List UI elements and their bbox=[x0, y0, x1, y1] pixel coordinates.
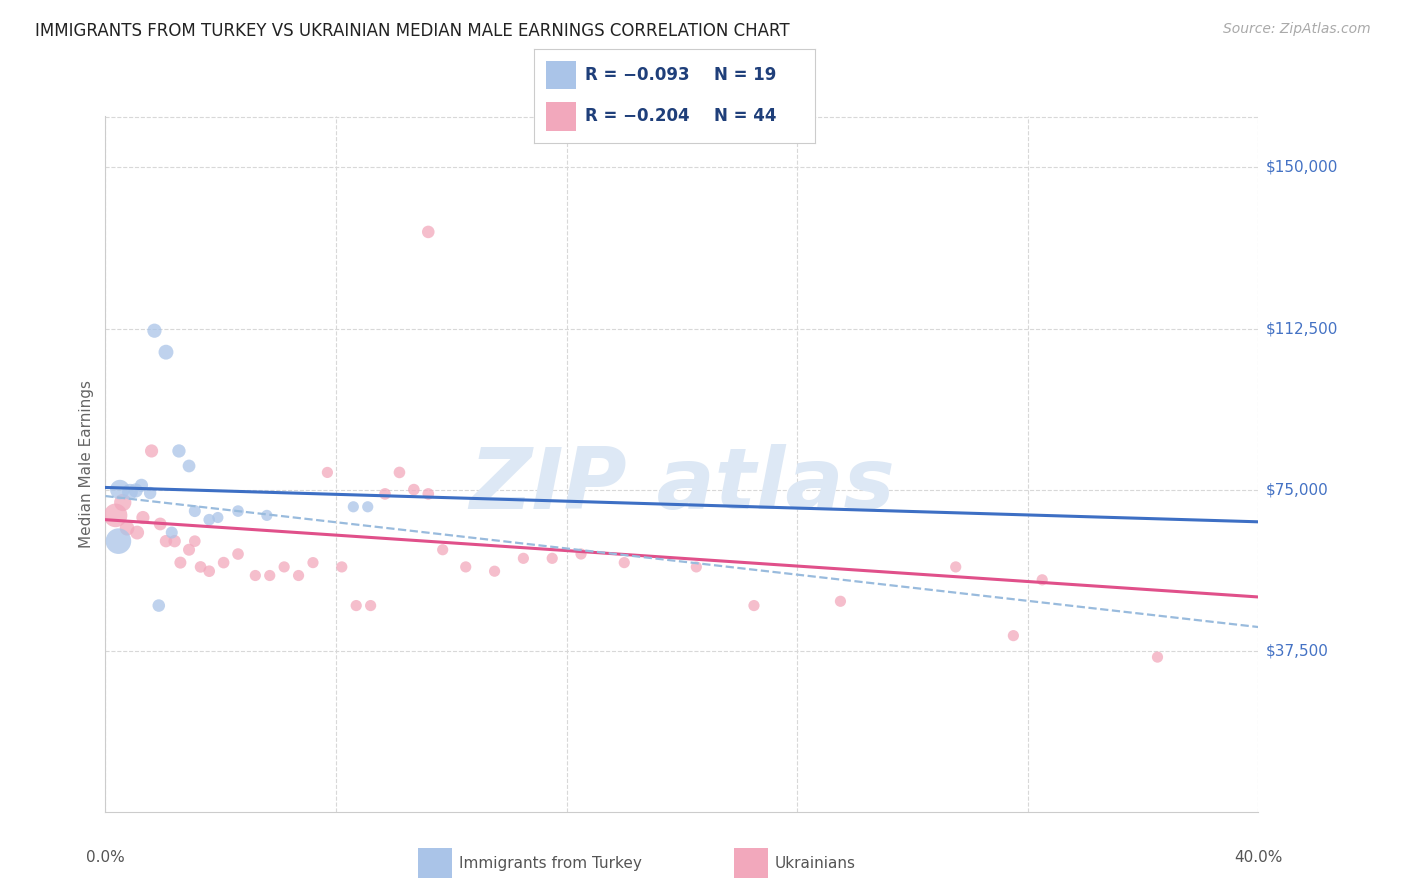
Point bbox=[512, 551, 534, 566]
Point bbox=[167, 444, 190, 458]
Text: $112,500: $112,500 bbox=[1265, 321, 1337, 336]
Text: Immigrants from Turkey: Immigrants from Turkey bbox=[458, 855, 641, 871]
Point bbox=[360, 599, 382, 613]
Point bbox=[830, 594, 852, 608]
Point bbox=[149, 516, 172, 531]
Point bbox=[259, 568, 281, 582]
Point bbox=[316, 466, 339, 480]
Point bbox=[287, 568, 309, 582]
Point bbox=[107, 534, 129, 549]
Point bbox=[613, 556, 636, 570]
Point bbox=[541, 551, 564, 566]
Text: N = 44: N = 44 bbox=[714, 108, 776, 126]
Point bbox=[342, 500, 364, 514]
Text: Source: ZipAtlas.com: Source: ZipAtlas.com bbox=[1223, 22, 1371, 37]
Point bbox=[454, 560, 477, 574]
Point bbox=[141, 444, 163, 458]
Point bbox=[418, 487, 440, 501]
Point bbox=[177, 458, 200, 473]
FancyBboxPatch shape bbox=[419, 848, 453, 878]
Point bbox=[125, 483, 148, 498]
Point bbox=[256, 508, 278, 523]
Point bbox=[198, 513, 221, 527]
Point bbox=[1146, 650, 1168, 665]
Point bbox=[131, 478, 153, 492]
Point bbox=[330, 560, 353, 574]
Point bbox=[432, 542, 454, 557]
Point bbox=[273, 560, 295, 574]
Point bbox=[190, 560, 212, 574]
Point bbox=[245, 568, 267, 582]
Point bbox=[569, 547, 592, 561]
Point bbox=[212, 556, 235, 570]
Point bbox=[198, 564, 221, 578]
Point bbox=[111, 495, 134, 509]
FancyBboxPatch shape bbox=[546, 62, 576, 89]
Point bbox=[742, 599, 765, 613]
Point bbox=[184, 504, 207, 518]
Text: ZIP atlas: ZIP atlas bbox=[470, 444, 894, 527]
Point bbox=[127, 525, 149, 540]
Point bbox=[374, 487, 396, 501]
Text: $75,000: $75,000 bbox=[1265, 482, 1329, 497]
Point bbox=[163, 534, 186, 549]
Text: $37,500: $37,500 bbox=[1265, 643, 1329, 658]
Point bbox=[169, 556, 191, 570]
Point bbox=[104, 508, 127, 523]
Text: R = −0.093: R = −0.093 bbox=[585, 66, 689, 84]
Text: Ukrainians: Ukrainians bbox=[775, 855, 855, 871]
Point bbox=[1031, 573, 1053, 587]
Point bbox=[139, 486, 162, 500]
Point bbox=[155, 534, 177, 549]
Point bbox=[302, 556, 325, 570]
Text: $150,000: $150,000 bbox=[1265, 160, 1337, 175]
Point bbox=[484, 564, 506, 578]
Point bbox=[184, 534, 207, 549]
Point bbox=[177, 542, 200, 557]
Text: 0.0%: 0.0% bbox=[86, 850, 125, 865]
Point bbox=[115, 521, 138, 535]
Point bbox=[155, 345, 177, 359]
Point bbox=[344, 599, 367, 613]
Text: R = −0.204: R = −0.204 bbox=[585, 108, 689, 126]
Point bbox=[132, 510, 155, 524]
Point bbox=[160, 525, 183, 540]
Point bbox=[945, 560, 967, 574]
Point bbox=[226, 504, 249, 518]
Point bbox=[108, 483, 131, 497]
Point bbox=[148, 599, 170, 613]
FancyBboxPatch shape bbox=[546, 103, 576, 130]
Point bbox=[143, 324, 166, 338]
Point bbox=[1002, 629, 1025, 643]
Point bbox=[418, 225, 440, 239]
Point bbox=[118, 484, 141, 499]
Point bbox=[357, 500, 380, 514]
FancyBboxPatch shape bbox=[734, 848, 768, 878]
Y-axis label: Median Male Earnings: Median Male Earnings bbox=[79, 380, 94, 548]
Point bbox=[207, 510, 229, 524]
Point bbox=[388, 466, 411, 480]
Point bbox=[226, 547, 249, 561]
Point bbox=[685, 560, 707, 574]
Text: N = 19: N = 19 bbox=[714, 66, 776, 84]
Text: IMMIGRANTS FROM TURKEY VS UKRAINIAN MEDIAN MALE EARNINGS CORRELATION CHART: IMMIGRANTS FROM TURKEY VS UKRAINIAN MEDI… bbox=[35, 22, 790, 40]
Text: 40.0%: 40.0% bbox=[1234, 850, 1282, 865]
Point bbox=[402, 483, 425, 497]
